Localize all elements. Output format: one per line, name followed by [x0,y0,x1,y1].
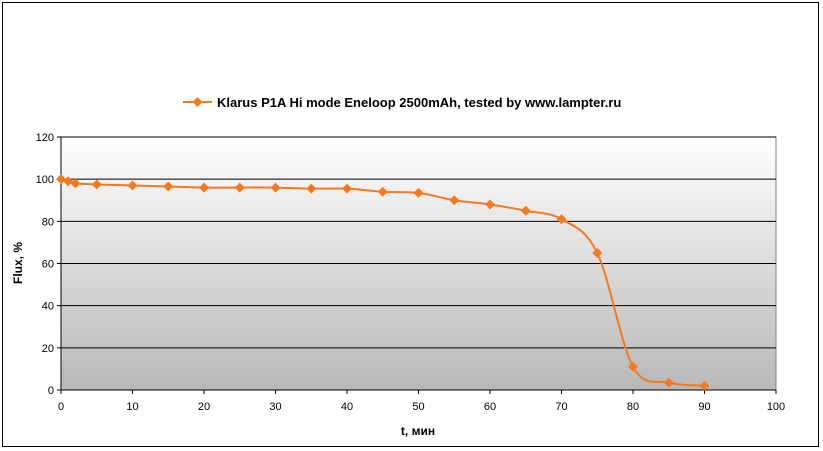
data-point-marker [449,195,460,206]
y-tick-label: 40 [42,301,54,313]
x-tick-label: 10 [126,401,138,413]
x-tick-label: 0 [58,401,64,413]
y-tick-label: 80 [42,216,54,228]
x-tick-labels: 0 10 20 30 40 50 60 70 80 90 100 [58,401,785,413]
data-point-marker [127,180,138,191]
data-point-marker [485,199,495,210]
x-tick-label: 50 [412,401,424,413]
data-point-marker [70,178,81,189]
gridlines [57,136,777,394]
y-axis-title: Flux, % [11,242,25,284]
y-tick-label: 0 [48,385,54,397]
x-tick-label: 80 [627,401,639,413]
y-tick-label: 60 [42,259,54,271]
data-point-marker [234,182,245,193]
x-tick-label: 40 [341,401,353,413]
x-axis-title: t, мин [401,424,435,438]
data-point-marker [699,380,710,391]
data-point-marker [199,182,209,193]
x-tick-label: 30 [269,401,281,413]
y-tick-label: 120 [36,132,54,144]
data-point-marker [63,176,74,187]
y-tick-labels: 0 20 40 60 80 100 120 [36,132,54,397]
data-point-marker [413,187,424,198]
series-group [56,174,710,391]
x-tick-label: 60 [484,401,496,413]
data-point-marker [163,181,174,192]
x-tick-label: 20 [198,401,210,413]
x-tick-label: 70 [555,401,567,413]
data-point-marker [628,361,638,372]
data-point-marker [663,377,674,388]
data-point-marker [592,247,603,258]
legend-marker-diamond [192,97,203,107]
legend-label: Klarus P1A Hi mode Eneloop 2500mAh, test… [217,95,621,110]
y-tick-label: 100 [36,174,54,186]
data-point-marker [520,205,531,216]
data-point-marker [556,214,567,225]
data-point-marker [306,183,317,194]
data-point-marker [377,186,388,197]
x-tick-label: 90 [698,401,710,413]
data-point-marker [56,174,66,185]
data-point-marker [91,179,102,190]
data-point-marker [270,182,281,193]
y-tick-label: 20 [42,343,54,355]
legend: Klarus P1A Hi mode Eneloop 2500mAh, test… [183,95,621,110]
x-tick-label: 100 [767,401,785,413]
data-point-marker [342,183,352,194]
